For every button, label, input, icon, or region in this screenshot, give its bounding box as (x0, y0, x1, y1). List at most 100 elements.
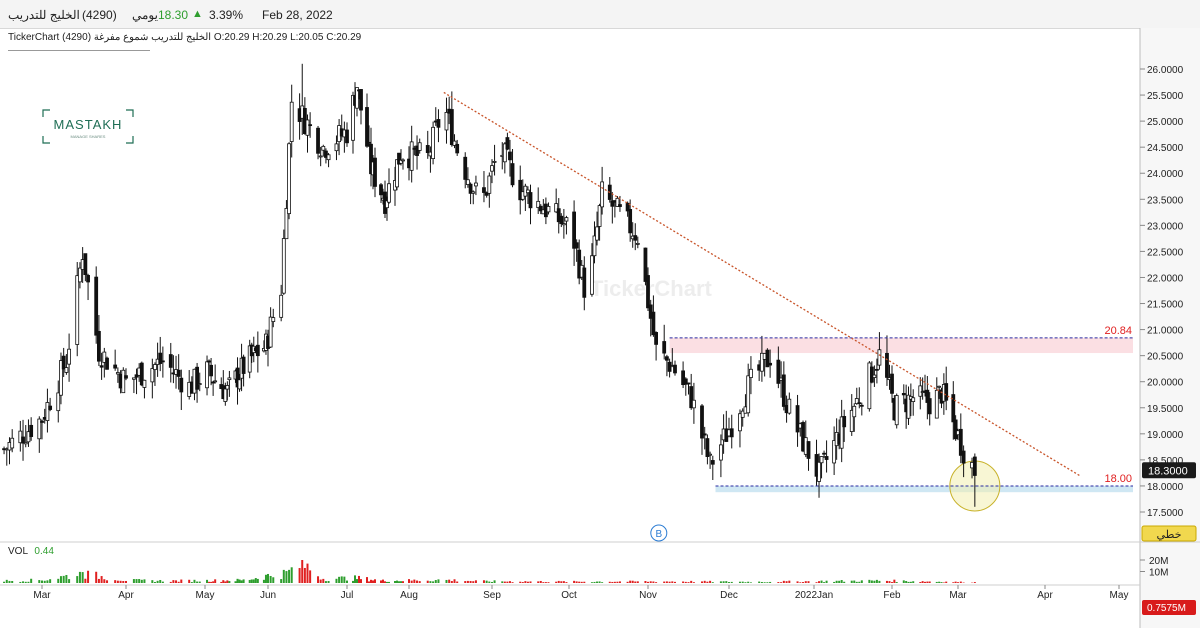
candle-body (719, 444, 723, 461)
time-tick-label: Mar (949, 590, 967, 601)
price-tick-label: 20.0000 (1147, 378, 1184, 389)
candle-body (195, 366, 200, 390)
candle-body (37, 418, 42, 440)
candle-body (592, 235, 597, 257)
candle-body (875, 368, 879, 371)
candle-body (225, 385, 230, 390)
event-marker[interactable] (650, 524, 668, 542)
candle-body (610, 200, 615, 207)
volume-bar (5, 579, 8, 583)
volume-bar (151, 580, 154, 583)
event-marker-label[interactable]: B (655, 529, 662, 540)
time-tick-label: Jun (260, 590, 276, 601)
candle-body (105, 357, 109, 370)
volume-bar (65, 574, 68, 583)
candle-body (710, 460, 715, 465)
volume-bar (222, 580, 225, 583)
volume-bar (224, 581, 227, 583)
candle-body (951, 394, 956, 423)
candle-body (409, 141, 414, 171)
volume-bar (539, 580, 542, 583)
candle-body (508, 151, 512, 161)
volume-bar (815, 582, 818, 583)
candle-body (890, 373, 894, 394)
volume-bar (248, 579, 251, 583)
candle-body (281, 238, 286, 294)
volume-bar (636, 581, 639, 583)
trendline[interactable] (443, 91, 1080, 477)
candle-body (287, 143, 291, 215)
volume-bar (860, 580, 863, 583)
volume-bar (511, 582, 514, 583)
volume-bar (741, 581, 744, 583)
volume-bar (493, 580, 496, 583)
candle-body (395, 159, 399, 188)
candle-body (877, 349, 882, 366)
candle-body (205, 361, 209, 389)
volume-bar (711, 582, 714, 583)
symbol-name[interactable]: الخليج للتدريب (8, 8, 80, 22)
volume-bar (560, 581, 563, 583)
candle-body (387, 183, 391, 203)
provider-name: TickerChart (8, 32, 60, 43)
candle-body (574, 242, 579, 249)
open-value: O:20.29 (213, 32, 250, 43)
info-code: (4290) (62, 32, 92, 43)
volume-bar (256, 578, 259, 583)
volume-bar (400, 581, 402, 583)
time-tick-label: Apr (118, 590, 134, 601)
candle-body (305, 119, 310, 136)
volume-bar (46, 580, 49, 583)
candle-body (590, 255, 594, 295)
volume-bar (388, 581, 390, 583)
volume-bar (95, 571, 98, 583)
candle-body (787, 398, 792, 414)
volume-bar (196, 581, 199, 583)
volume-bar (306, 563, 309, 583)
volume-value: 0.44 (34, 546, 54, 557)
volume-bar (432, 581, 435, 583)
volume-bar (340, 576, 343, 583)
linear-scale-button-label[interactable]: خطي (1157, 529, 1182, 541)
candle-body (556, 208, 561, 223)
volume-bar (709, 580, 712, 583)
symbol-header-bar: الخليج للتدريب (4290) يومي 18.30 ▲ 3.39%… (0, 0, 1200, 29)
candle-body (528, 192, 533, 209)
volume-bar (78, 571, 81, 583)
price-tick-label: 20.5000 (1147, 352, 1184, 363)
volume-bar (402, 581, 404, 583)
volume-bar (76, 576, 79, 583)
price-tick-label: 24.0000 (1147, 169, 1184, 180)
volume-bar (140, 579, 143, 583)
volume-bar (719, 581, 722, 583)
candle-body (452, 140, 457, 146)
volume-bar (957, 582, 959, 583)
volume-bar (501, 581, 504, 583)
volume-bar (267, 573, 269, 583)
volume-bar (450, 581, 453, 583)
candles-layer (2, 63, 977, 507)
volume-bar (785, 581, 788, 583)
candle-body (577, 249, 582, 279)
candle-body (872, 374, 877, 378)
chart-watermark: TickerChart (590, 276, 713, 301)
volume-bar (902, 580, 905, 583)
volume-bar (802, 582, 805, 583)
candle-body (662, 341, 667, 354)
volume-bar (210, 581, 213, 583)
volume-bar (282, 569, 285, 583)
period-label[interactable]: يومي (132, 8, 158, 22)
volume-bar (578, 581, 581, 583)
info-underline (8, 50, 150, 51)
candle-body (746, 375, 751, 414)
volume-bar (464, 581, 467, 583)
volume-bar (370, 579, 372, 583)
price-tick-label: 19.0000 (1147, 430, 1184, 441)
candle-body (768, 362, 773, 366)
volume-bar (601, 582, 604, 583)
price-tick-label: 17.5000 (1147, 508, 1184, 519)
linear-scale-button[interactable] (1141, 525, 1197, 542)
volume-bar (954, 581, 957, 583)
